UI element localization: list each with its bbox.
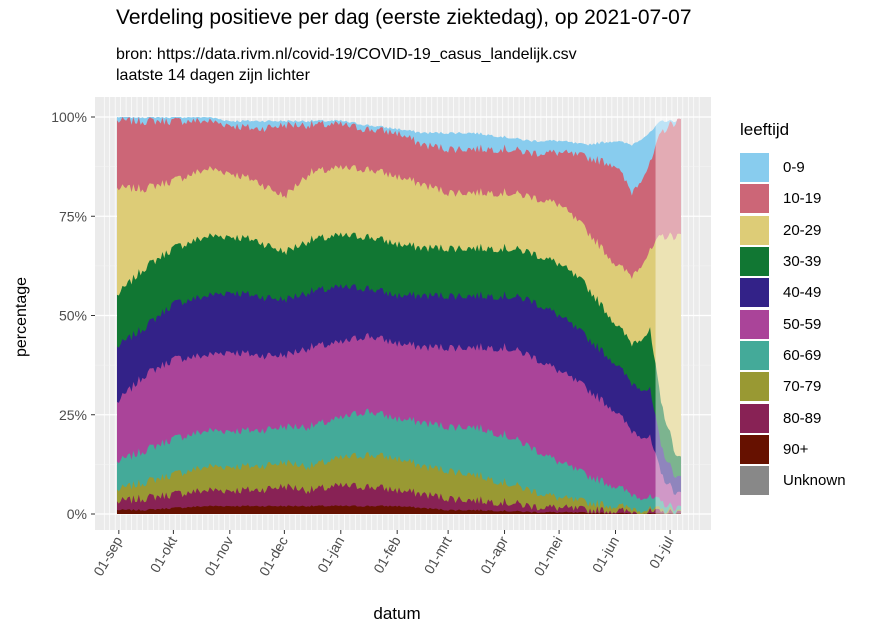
legend-swatch — [740, 184, 769, 214]
x-tick-label: 01-feb — [370, 533, 404, 576]
legend-swatch — [740, 153, 769, 183]
x-tick-label: 01-okt — [147, 533, 180, 575]
legend-label: 30-39 — [783, 253, 822, 271]
y-tick-label: 0% — [67, 506, 87, 522]
legend-item: 10-19 — [740, 183, 846, 214]
area-90plus — [117, 505, 681, 514]
lighter-overlay — [655, 117, 681, 514]
legend-item: 60-69 — [740, 340, 846, 371]
area-series — [117, 117, 681, 515]
legend-swatch — [740, 215, 769, 245]
y-tick-label: 100% — [51, 109, 87, 125]
x-axis: 01-sep 01-okt 01-nov 01-dec 01-jan 01-feb 01-m… — [90, 530, 677, 579]
x-axis-title: datum — [373, 604, 420, 623]
legend-item: 70-79 — [740, 371, 846, 402]
legend-title: leeftijd — [740, 120, 790, 139]
legend-swatch — [740, 434, 769, 464]
legend-label: 20-29 — [783, 221, 822, 239]
legend-swatch — [740, 247, 769, 277]
y-tick-label: 75% — [59, 208, 87, 224]
legend-items: 0-9 10-19 20-29 30-39 40-49 50-59 60-69 70-79 80… — [740, 152, 846, 496]
legend-swatch — [740, 309, 769, 339]
legend-swatch — [740, 340, 769, 370]
legend-item: 80-89 — [740, 402, 846, 433]
legend-label: 10-19 — [783, 190, 822, 208]
legend-item: 0-9 — [740, 152, 846, 183]
y-axis-title: percentage — [13, 277, 30, 357]
legend-label: 40-49 — [783, 284, 822, 302]
legend-item: 30-39 — [740, 246, 846, 277]
x-tick-label: 01-jun — [589, 534, 622, 576]
legend-label: Unknown — [783, 472, 846, 490]
legend-item: 90+ — [740, 434, 846, 465]
x-tick-label: 01-nov — [201, 534, 236, 579]
legend-label: 70-79 — [783, 378, 822, 396]
legend-item: 40-49 — [740, 277, 846, 308]
legend-label: 90+ — [783, 440, 809, 458]
chart-title: Verdeling positieve per dag (eerste ziek… — [116, 6, 692, 29]
chart-subtitle: bron: https://data.rivm.nl/covid-19/COVI… — [116, 44, 577, 86]
y-tick-label: 25% — [59, 407, 87, 423]
legend-label: 60-69 — [783, 346, 822, 364]
x-tick-label: 01-sep — [90, 533, 125, 578]
x-tick-label: 01-jul — [646, 534, 677, 572]
legend-label: 80-89 — [783, 409, 822, 427]
legend-item: 20-29 — [740, 215, 846, 246]
legend-swatch — [740, 466, 769, 496]
x-tick-label: 01-jan — [314, 534, 347, 576]
subtitle-line-note: laatste 14 dagen zijn lichter — [116, 67, 310, 84]
x-tick-label: 01-mei — [530, 534, 565, 579]
legend-swatch — [740, 372, 769, 402]
legend-label: 0-9 — [783, 159, 805, 177]
x-tick-label: 01-mrt — [421, 533, 455, 576]
x-tick-label: 01-apr — [477, 533, 511, 576]
legend-label: 50-59 — [783, 315, 822, 333]
y-axis: 0% 25% 50% 75% 100% — [51, 109, 95, 522]
legend: leeftijd 0-9 10-19 20-29 30-39 40-49 50-59 60-… — [740, 120, 846, 496]
legend-item: Unknown — [740, 465, 846, 496]
legend-swatch — [740, 278, 769, 308]
x-tick-label: 01-dec — [256, 534, 291, 579]
legend-swatch — [740, 403, 769, 433]
subtitle-line-source: bron: https://data.rivm.nl/covid-19/COVI… — [116, 46, 577, 63]
legend-item: 50-59 — [740, 308, 846, 339]
y-tick-label: 50% — [59, 308, 87, 324]
